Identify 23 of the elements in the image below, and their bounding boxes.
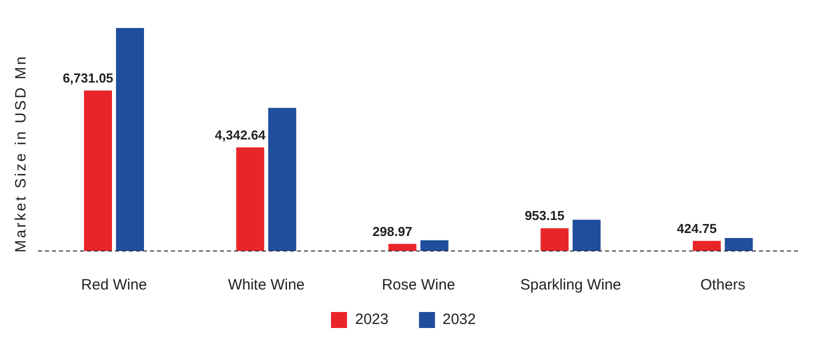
x-tick-label: Rose Wine <box>382 276 456 294</box>
x-tick-label: White Wine <box>228 276 305 294</box>
bar <box>692 240 721 251</box>
bar <box>724 238 753 251</box>
x-tick-label: Sparkling Wine <box>520 276 622 294</box>
data-label: 298.97 <box>372 224 412 239</box>
x-tick-label: Others <box>700 276 746 294</box>
bar <box>420 240 448 251</box>
bar <box>540 228 569 251</box>
y-axis-title: Market Size in USD Mn <box>12 54 30 252</box>
bar <box>388 244 416 251</box>
data-label: 6,731.05 <box>62 70 114 86</box>
legend-label: 2032 <box>442 310 476 328</box>
bar <box>236 147 264 251</box>
bar <box>268 108 296 251</box>
legend-label: 2023 <box>355 310 388 328</box>
data-label: 953.15 <box>524 208 564 224</box>
bar <box>572 220 601 251</box>
data-label: 4,342.64 <box>214 127 266 142</box>
x-tick-label: Red Wine <box>81 276 148 294</box>
data-label: 424.75 <box>676 220 717 236</box>
bar <box>84 90 112 251</box>
bar <box>116 28 144 251</box>
